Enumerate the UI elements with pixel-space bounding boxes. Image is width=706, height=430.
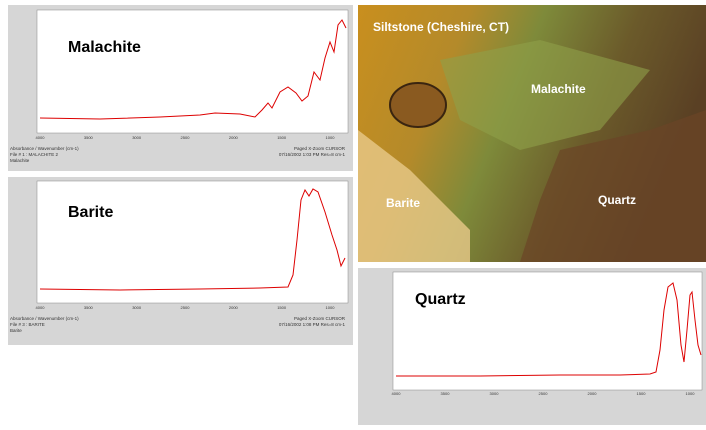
x-tick-label: 2500 <box>181 305 191 310</box>
panel-title: Barite <box>68 204 113 221</box>
x-tick-label: 1000 <box>326 305 336 310</box>
x-tick-label: 3500 <box>84 305 94 310</box>
x-tick-label: 1000 <box>326 135 336 140</box>
x-tick-label: 3000 <box>490 391 500 396</box>
x-tick-label: 1000 <box>686 391 696 396</box>
photo-label: Malachite <box>531 82 586 96</box>
x-tick-label: 1500 <box>277 305 287 310</box>
footer-text: Paged X-Zoom CURSOR <box>294 316 346 321</box>
footer-text: File # 1 : MALACHITE 2 <box>10 152 59 157</box>
x-tick-label: 2500 <box>539 391 549 396</box>
x-tick-label: 2000 <box>229 305 239 310</box>
barite-panel: Barite <box>8 177 353 345</box>
x-tick-label: 4000 <box>36 135 46 140</box>
x-tick-label: 4000 <box>36 305 46 310</box>
spectrum <box>39 19 347 120</box>
footer-text: Absorbance / Wavenumber (cm-1) <box>10 146 79 151</box>
photo-caption: Siltstone (Cheshire, CT) <box>373 20 509 34</box>
panel-title: Quartz <box>415 291 466 308</box>
grain <box>440 40 650 150</box>
x-tick-label: 1500 <box>277 135 287 140</box>
footer-text: Barite <box>10 328 22 333</box>
x-tick-label: 4000 <box>392 391 402 396</box>
plot-area <box>392 271 703 391</box>
x-tick-label: 3000 <box>132 305 142 310</box>
panel-title: Malachite <box>68 39 141 56</box>
footer-text: 07/16/2002 1:03 PM Res=8 cm-1 <box>279 152 346 157</box>
x-tick-label: 3500 <box>441 391 451 396</box>
grain <box>358 130 470 262</box>
quartz-panel: Quartz <box>358 268 706 425</box>
footer-text: Absorbance / Wavenumber (cm-1) <box>10 316 79 321</box>
footer-text: File # 3 : BARITE <box>10 322 45 327</box>
x-tick-label: 1500 <box>637 391 647 396</box>
footer-text: Paged X-Zoom CURSOR <box>294 146 346 151</box>
malachite-panel: Malachite <box>8 5 353 171</box>
plot-area <box>36 9 349 134</box>
photo-label: Quartz <box>598 193 636 207</box>
x-tick-label: 3500 <box>84 135 94 140</box>
x-tick-label: 2000 <box>229 135 239 140</box>
photo-label: Barite <box>386 196 420 210</box>
footer-text: 07/16/2002 1:08 PM Res=8 cm-1 <box>279 322 346 327</box>
x-tick-label: 2500 <box>181 135 191 140</box>
spectrum <box>396 282 702 377</box>
plot-area <box>36 180 349 304</box>
photo: Siltstone (Cheshire, CT) Malachite Barit… <box>358 5 706 262</box>
x-tick-label: 2000 <box>588 391 598 396</box>
footer-text: Malachite <box>10 158 30 163</box>
grain <box>389 82 447 128</box>
spectrum <box>39 188 346 291</box>
x-tick-label: 3000 <box>132 135 142 140</box>
grain <box>520 110 706 262</box>
